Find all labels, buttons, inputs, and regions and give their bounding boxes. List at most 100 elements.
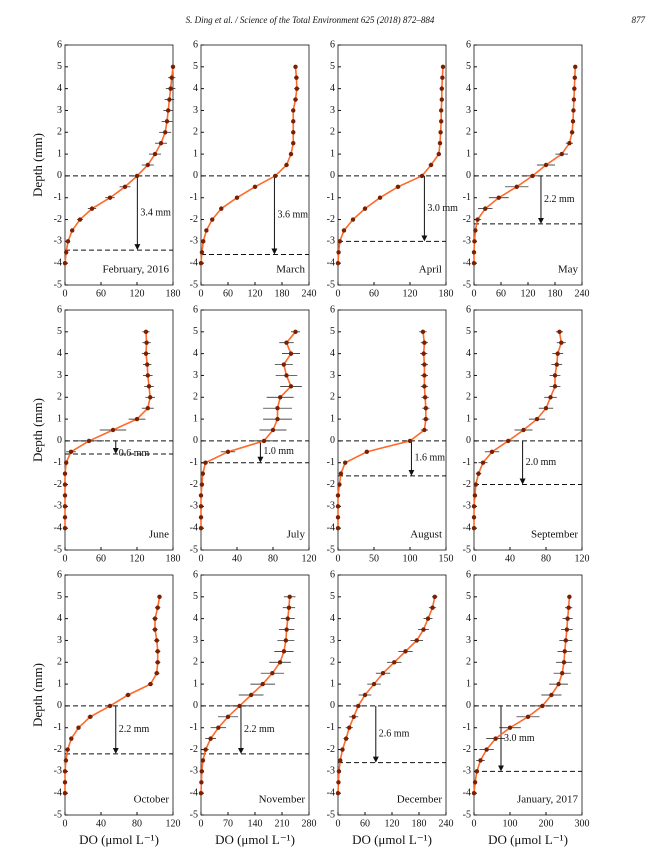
data-point: [337, 482, 342, 487]
data-point: [335, 493, 341, 498]
penetration-label: 3.0 mm: [504, 733, 535, 744]
data-point: [403, 649, 408, 654]
y-tick-label: 0: [330, 700, 335, 711]
y-tick-label: -4: [54, 522, 62, 533]
data-point: [343, 736, 349, 741]
y-tick-label: 0: [193, 700, 198, 711]
y-tick-label: 3: [466, 105, 471, 116]
data-point: [356, 703, 361, 709]
data-point: [145, 162, 150, 168]
data-point: [364, 449, 369, 455]
x-tick-label: 180: [275, 288, 290, 299]
data-point: [155, 660, 160, 665]
y-tick-label: 2: [330, 657, 335, 668]
y-tick-label: 4: [466, 83, 471, 94]
y-tick-label: 1: [330, 678, 335, 689]
data-point: [62, 525, 68, 531]
data-point: [122, 184, 128, 190]
y-tick-label: -4: [327, 522, 335, 533]
x-tick-label: 180: [166, 553, 181, 564]
data-point: [291, 108, 296, 113]
y-tick-label: 4: [330, 83, 335, 94]
y-tick-label: -2: [327, 744, 335, 755]
data-point: [392, 660, 397, 665]
x-tick-label: 60: [96, 553, 106, 564]
y-tick-label: -3: [190, 766, 198, 777]
data-point: [169, 75, 174, 80]
data-point: [471, 504, 477, 509]
y-tick-label: 0: [466, 700, 471, 711]
y-tick-label: -3: [463, 501, 471, 512]
data-point: [89, 206, 95, 211]
y-tick-label: 5: [466, 326, 471, 337]
x-tick-label: 80: [132, 818, 142, 829]
x-tick-label: 80: [541, 553, 551, 564]
y-tick-label: -1: [327, 722, 335, 733]
y-tick-label: 1: [57, 148, 62, 159]
data-point: [472, 493, 478, 498]
data-point: [530, 173, 535, 179]
data-point: [234, 195, 240, 200]
y-tick-label: -3: [54, 766, 62, 777]
x-tick-label: 0: [63, 553, 68, 564]
x-tick-label: 50: [369, 553, 379, 564]
data-point: [210, 217, 215, 222]
x-tick-label: 80: [268, 553, 278, 564]
y-tick-label: 5: [193, 61, 198, 72]
y-tick-label: 4: [57, 83, 62, 94]
data-point: [155, 605, 160, 610]
x-tick-label: 60: [360, 818, 370, 829]
data-point: [343, 460, 348, 465]
x-tick-label: 0: [336, 553, 341, 564]
x-tick-label: 240: [439, 818, 454, 829]
data-point: [432, 594, 437, 600]
y-tick-label: 4: [193, 348, 198, 359]
y-tick-label: -4: [190, 522, 198, 533]
data-point: [275, 416, 280, 422]
data-point: [561, 660, 567, 665]
month-label: February, 2016: [103, 263, 170, 275]
y-tick-label: 2: [330, 127, 335, 138]
data-point: [552, 384, 558, 389]
data-point: [335, 515, 341, 520]
data-point: [572, 86, 577, 91]
plot-frame: [337, 574, 447, 816]
data-point: [428, 162, 434, 168]
y-tick-label: -1: [463, 722, 471, 733]
y-tick-label: 2: [57, 657, 62, 668]
data-point: [489, 449, 495, 455]
y-tick-label: -1: [327, 192, 335, 203]
profile-line: [473, 66, 577, 264]
data-point: [534, 416, 540, 422]
data-point: [422, 362, 427, 367]
data-point: [414, 638, 419, 643]
y-tick-label: -5: [190, 279, 198, 290]
data-point: [107, 703, 113, 709]
data-point: [199, 482, 205, 487]
data-point: [556, 681, 561, 687]
y-tick-label: 0: [57, 435, 62, 446]
data-point: [560, 670, 565, 676]
data-point: [439, 97, 444, 102]
data-point: [152, 627, 158, 632]
data-point: [543, 405, 549, 411]
profile-line: [337, 596, 436, 794]
data-point: [422, 395, 428, 400]
y-tick-label: -2: [190, 479, 198, 490]
data-point: [86, 438, 92, 444]
data-point: [484, 747, 489, 752]
data-point: [478, 758, 483, 763]
data-point: [420, 329, 426, 335]
data-point: [76, 725, 81, 730]
data-point: [288, 151, 294, 157]
y-tick-label: -4: [190, 257, 198, 268]
data-point: [148, 395, 153, 400]
data-point: [471, 525, 477, 531]
data-point: [440, 75, 445, 80]
y-tick-label: -5: [327, 544, 335, 555]
data-point: [562, 649, 567, 654]
data-point: [471, 260, 477, 266]
data-point: [157, 594, 162, 600]
data-point: [570, 119, 576, 124]
x-tick-label: 0: [63, 288, 68, 299]
